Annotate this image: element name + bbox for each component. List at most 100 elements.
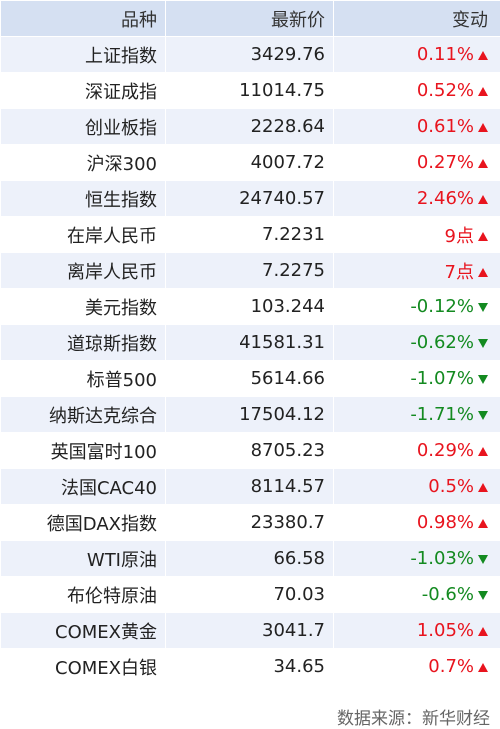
name-cell: 英国富时100 bbox=[1, 433, 166, 469]
trend-arrow bbox=[478, 232, 488, 241]
change-cell: 0.98% bbox=[334, 505, 500, 541]
name-cell: 恒生指数 bbox=[1, 181, 166, 217]
trend-arrow bbox=[478, 663, 488, 672]
change-value: -1.03% bbox=[410, 548, 488, 569]
price-cell: 4007.72 bbox=[166, 145, 334, 181]
trend-arrow bbox=[478, 339, 488, 348]
price-cell: 17504.12 bbox=[166, 397, 334, 433]
price-cell: 8705.23 bbox=[166, 433, 334, 469]
change-cell: -0.12% bbox=[334, 289, 500, 325]
name-cell: 法国CAC40 bbox=[1, 469, 166, 505]
change-cell: 0.5% bbox=[334, 469, 500, 505]
change-value: -1.71% bbox=[410, 404, 488, 425]
header-cell: 品种 bbox=[1, 1, 166, 37]
change-cell: 0.27% bbox=[334, 145, 500, 181]
change-value: 0.27% bbox=[417, 152, 488, 173]
change-value: 1.05% bbox=[417, 620, 488, 641]
name-cell: 创业板指 bbox=[1, 109, 166, 145]
name-cell: WTI原油 bbox=[1, 541, 166, 577]
change-text: 0.27% bbox=[417, 152, 474, 173]
change-value: 0.61% bbox=[417, 116, 488, 137]
price-cell: 5614.66 bbox=[166, 361, 334, 397]
change-cell: 0.29% bbox=[334, 433, 500, 469]
trend-arrow bbox=[478, 627, 488, 636]
price-cell: 34.65 bbox=[166, 649, 334, 685]
price-cell: 66.58 bbox=[166, 541, 334, 577]
change-cell: -0.62% bbox=[334, 325, 500, 361]
trend-arrow bbox=[478, 375, 488, 384]
change-cell: 7点 bbox=[334, 253, 500, 289]
name-cell: 德国DAX指数 bbox=[1, 505, 166, 541]
name-cell: 道琼斯指数 bbox=[1, 325, 166, 361]
change-value: -1.07% bbox=[410, 368, 488, 389]
change-text: 9点 bbox=[445, 226, 474, 247]
change-cell: -1.71% bbox=[334, 397, 500, 433]
change-cell: 2.46% bbox=[334, 181, 500, 217]
name-cell: 标普500 bbox=[1, 361, 166, 397]
change-text: -1.07% bbox=[410, 368, 474, 389]
price-cell: 3429.76 bbox=[166, 37, 334, 73]
trend-arrow bbox=[478, 303, 488, 312]
price-cell: 70.03 bbox=[166, 577, 334, 613]
trend-arrow bbox=[478, 268, 488, 277]
name-cell: 布伦特原油 bbox=[1, 577, 166, 613]
header-cell: 变动 bbox=[334, 1, 500, 37]
trend-arrow bbox=[478, 87, 488, 96]
price-cell: 11014.75 bbox=[166, 73, 334, 109]
change-cell: 0.61% bbox=[334, 109, 500, 145]
trend-arrow bbox=[478, 591, 488, 600]
change-cell: 0.7% bbox=[334, 649, 500, 685]
change-text: 0.52% bbox=[417, 80, 474, 101]
trend-arrow bbox=[478, 483, 488, 492]
change-value: 0.11% bbox=[417, 44, 488, 65]
name-cell: 美元指数 bbox=[1, 289, 166, 325]
name-cell: 上证指数 bbox=[1, 37, 166, 73]
change-text: 0.7% bbox=[428, 656, 474, 677]
price-cell: 24740.57 bbox=[166, 181, 334, 217]
price-cell: 3041.7 bbox=[166, 613, 334, 649]
trend-arrow bbox=[478, 411, 488, 420]
change-text: 0.29% bbox=[417, 440, 474, 461]
change-value: -0.62% bbox=[410, 332, 488, 353]
price-cell: 8114.57 bbox=[166, 469, 334, 505]
change-value: -0.6% bbox=[422, 584, 488, 605]
change-text: -0.12% bbox=[410, 296, 474, 317]
price-cell: 2228.64 bbox=[166, 109, 334, 145]
name-cell: 沪深300 bbox=[1, 145, 166, 181]
change-value: 0.29% bbox=[417, 440, 488, 461]
change-text: 1.05% bbox=[417, 620, 474, 641]
change-text: 0.11% bbox=[417, 44, 474, 65]
change-value: 7点 bbox=[445, 262, 488, 283]
change-text: -1.71% bbox=[410, 404, 474, 425]
trend-arrow bbox=[478, 447, 488, 456]
change-text: 0.61% bbox=[417, 116, 474, 137]
change-cell: 1.05% bbox=[334, 613, 500, 649]
header-cell: 最新价 bbox=[166, 1, 334, 37]
name-cell: COMEX白银 bbox=[1, 649, 166, 685]
change-cell: -0.6% bbox=[334, 577, 500, 613]
trend-arrow bbox=[478, 51, 488, 60]
change-text: -1.03% bbox=[410, 548, 474, 569]
trend-arrow bbox=[478, 555, 488, 564]
name-cell: COMEX黄金 bbox=[1, 613, 166, 649]
change-value: 0.5% bbox=[428, 476, 488, 497]
change-value: -0.12% bbox=[410, 296, 488, 317]
price-cell: 7.2275 bbox=[166, 253, 334, 289]
price-cell: 23380.7 bbox=[166, 505, 334, 541]
trend-arrow bbox=[478, 159, 488, 168]
